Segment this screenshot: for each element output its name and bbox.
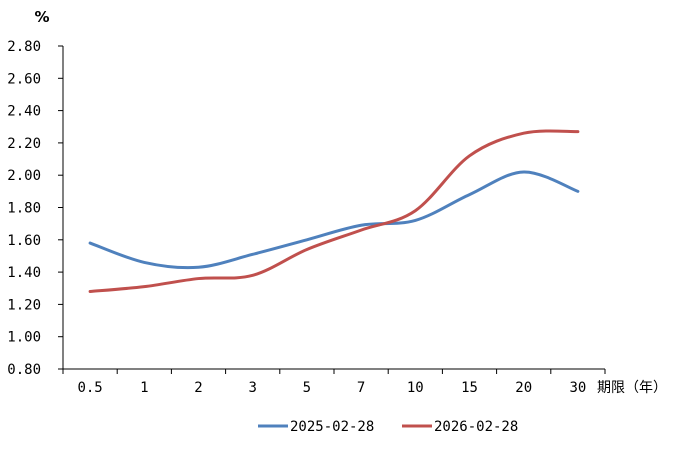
y-tick-label: 1.60 (7, 233, 41, 249)
y-tick-label: 0.80 (7, 362, 41, 378)
legend: 2025-02-28 2026-02-28 (258, 419, 518, 435)
y-tick-label: 1.20 (7, 297, 41, 313)
y-tick-label: 2.80 (7, 39, 41, 55)
y-tick-label: 1.40 (7, 265, 41, 281)
legend-label-2: 2026-02-28 (434, 419, 518, 435)
y-tick-label: 2.00 (7, 168, 41, 184)
y-tick-label: 1.00 (7, 330, 41, 346)
x-axis-ticks: 0.5 1 2 3 5 7 10 15 20 30 (62, 369, 606, 396)
x-tick-label: 1 (140, 380, 148, 396)
series-lines (88, 129, 580, 293)
x-axis-title: 期限（年） (597, 380, 667, 396)
x-tick-label: 0.5 (77, 380, 102, 396)
x-tick-label: 2 (194, 380, 202, 396)
x-tick-label: 3 (248, 380, 256, 396)
y-axis-ticks: 0.80 1.00 1.20 1.40 1.60 1.80 2.00 2.20 2.40 2.60… (7, 39, 63, 378)
series-line-2 (88, 129, 580, 293)
y-tick-label: 2.40 (7, 104, 41, 120)
legend-label-1: 2025-02-28 (290, 419, 374, 435)
y-tick-label: 1.80 (7, 201, 41, 217)
y-tick-label: 2.20 (7, 136, 41, 152)
x-tick-label: 30 (569, 380, 586, 396)
series-line-1 (88, 170, 580, 270)
x-tick-label: 20 (515, 380, 532, 396)
x-tick-label: 7 (357, 380, 365, 396)
x-tick-label: 5 (303, 380, 311, 396)
y-axis-unit: % (34, 8, 49, 26)
x-tick-label: 15 (461, 380, 478, 396)
x-tick-label: 10 (407, 380, 424, 396)
y-tick-label: 2.60 (7, 71, 41, 87)
